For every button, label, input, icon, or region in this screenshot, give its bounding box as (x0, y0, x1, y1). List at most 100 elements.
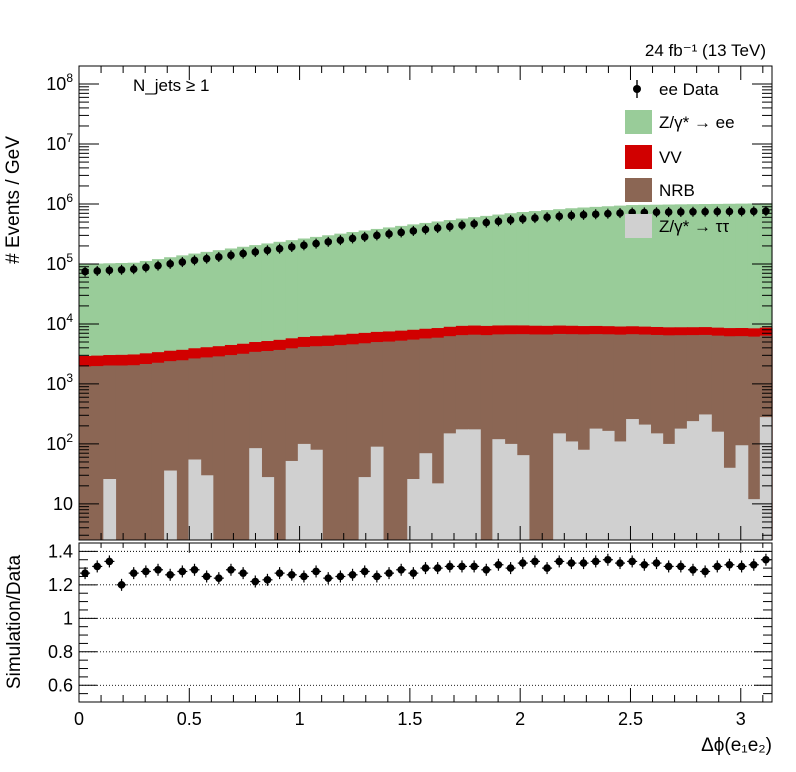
bar-tautau (723, 467, 737, 540)
bar-nrb (346, 344, 360, 540)
ratio-point (616, 559, 624, 567)
y-tick-label: 103 (46, 371, 73, 394)
bar-tautau (626, 419, 639, 540)
legend-swatch (625, 145, 652, 169)
ratio-point (105, 557, 114, 566)
bar-tautau (358, 477, 372, 540)
ratio-point (227, 565, 235, 574)
ratio-point (360, 567, 369, 576)
data-point (166, 260, 174, 268)
ratio-point (543, 564, 551, 572)
bar-nrb (395, 340, 408, 540)
data-point (202, 254, 211, 263)
bar-nrb (176, 360, 190, 540)
data-point (518, 215, 527, 223)
ratio-point (604, 555, 612, 564)
bar-tautau (200, 475, 214, 540)
ratio-point (300, 572, 308, 581)
data-point (154, 261, 162, 270)
data-point (336, 236, 345, 244)
data-point (129, 265, 138, 273)
data-point (470, 220, 478, 228)
x-tick-label: 3 (736, 709, 746, 729)
data-point (421, 225, 430, 234)
ratio-point (178, 567, 187, 576)
ratio-point (251, 577, 260, 586)
ratio-point (725, 560, 734, 569)
data-point (275, 244, 284, 253)
ratio-y-axis-label: Simulation/Data (4, 555, 25, 690)
bar-nrb (541, 334, 554, 540)
bar-tautau (686, 421, 700, 540)
ratio-point (640, 560, 649, 569)
data-point (652, 208, 661, 217)
data-point (494, 217, 503, 226)
ratio-point (433, 564, 442, 572)
ratio-point (749, 560, 758, 569)
legend: ee Data Z/γ* → ee VV NRB Z/γ* → ττ (625, 80, 735, 238)
bar-nrb (91, 366, 104, 540)
ratio-point (117, 581, 126, 589)
ratio-frame (78, 542, 773, 703)
bar-tautau (370, 446, 384, 540)
data-point (664, 208, 673, 216)
legend-swatch (625, 214, 652, 238)
ratio-point (336, 572, 345, 581)
x-tick-label: 2.5 (618, 709, 643, 729)
ratio-point (579, 559, 588, 567)
data-point (762, 207, 770, 216)
data-point (81, 267, 89, 276)
data-point (567, 211, 576, 220)
ratio-point (518, 559, 527, 567)
bar-tautau (516, 455, 530, 540)
bar-tautau (662, 443, 676, 540)
data-point (446, 222, 454, 231)
bar-tautau (492, 439, 506, 540)
ratio-point (81, 569, 89, 577)
ratio-point (324, 574, 333, 582)
bar-tautau (650, 433, 664, 540)
bar-tautau (553, 433, 566, 540)
bar-nrb (480, 335, 493, 540)
lumi-label: 24 fb⁻¹ (13 TeV) (645, 41, 766, 60)
data-point (506, 216, 515, 224)
data-point (215, 253, 223, 261)
bar-nrb (322, 345, 335, 540)
data-point (348, 234, 357, 243)
bar-tautau (613, 441, 627, 540)
bar-nrb (224, 355, 238, 540)
data-point (178, 258, 187, 266)
x-tick-label: 0 (74, 709, 84, 729)
bar-tautau (285, 460, 299, 540)
bar-nrb (528, 334, 542, 540)
data-point (749, 207, 758, 216)
legend-label: VV (659, 148, 682, 167)
data-point (579, 211, 588, 219)
x-tick-label: 1.5 (397, 709, 422, 729)
bar-tautau (747, 499, 761, 540)
ratio-tick-label: 1.2 (48, 575, 73, 595)
ratio-point (591, 557, 600, 566)
data-point (677, 208, 685, 216)
bar-nrb (273, 349, 287, 540)
data-point (531, 214, 539, 222)
bar-tautau (455, 429, 469, 540)
ratio-point (239, 569, 247, 577)
bar-tautau (103, 479, 117, 540)
ratio-tick-label: 0.6 (48, 675, 73, 695)
bar-tautau (407, 479, 421, 540)
ratio-point (263, 576, 272, 584)
bar-nrb (382, 341, 396, 540)
bar-tautau (674, 428, 688, 540)
ratio-point (494, 560, 503, 569)
data-point (543, 213, 551, 222)
ratio-point (628, 557, 636, 566)
data-point (725, 207, 734, 216)
ratio-point (701, 567, 709, 576)
ratio-point (154, 565, 162, 574)
bar-nrb (151, 362, 165, 540)
legend-label: NRB (659, 181, 695, 200)
ratio-point (482, 565, 491, 574)
data-point (263, 246, 272, 255)
ratio-tick-label: 0.8 (48, 642, 73, 662)
